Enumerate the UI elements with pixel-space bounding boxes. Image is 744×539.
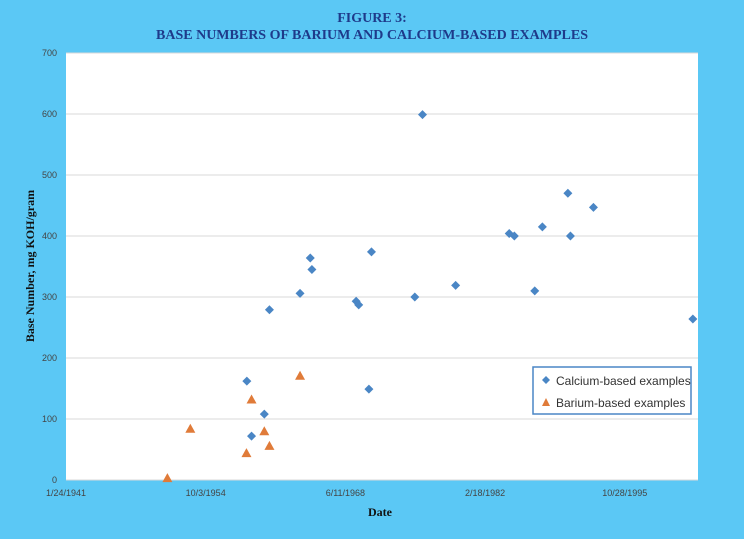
y-tick-label: 100: [42, 414, 57, 424]
legend-barium-label: Barium-based examples: [556, 396, 685, 410]
calcium-point: [417, 110, 427, 120]
barium-point: [295, 370, 306, 380]
calcium-point: [264, 305, 274, 315]
barium-point: [246, 394, 257, 404]
barium-point: [162, 473, 173, 483]
barium-point: [185, 423, 196, 433]
y-tick-label: 200: [42, 353, 57, 363]
y-tick-label: 400: [42, 231, 57, 241]
barium-point: [264, 440, 275, 450]
calcium-point: [588, 202, 598, 212]
calcium-point: [295, 288, 305, 298]
calcium-point: [563, 188, 573, 198]
calcium-point: [537, 222, 547, 232]
x-tick-labels: 1/24/1941 10/3/1954 6/11/1968 2/18/1982 10/2…: [46, 488, 647, 498]
x-tick-label: 10/28/1995: [602, 488, 647, 498]
y-tick-labels: 0 100 200 300 400 500 600 700: [42, 48, 57, 485]
calcium-point: [509, 231, 519, 241]
data-points: [162, 110, 698, 483]
x-tick-label: 2/18/1982: [465, 488, 505, 498]
barium-point: [259, 426, 270, 436]
y-axis-title: Base Number, mg KOH/gram: [23, 190, 37, 342]
x-tick-label: 6/11/1968: [326, 488, 365, 498]
y-tick-label: 0: [52, 475, 57, 485]
legend: Calcium-based examples Barium-based exam…: [532, 366, 692, 415]
calcium-point: [305, 253, 315, 263]
legend-calcium-marker: [542, 376, 550, 384]
y-tick-label: 500: [42, 170, 57, 180]
barium-point: [241, 448, 252, 458]
calcium-point: [530, 286, 540, 296]
calcium-point: [307, 265, 317, 275]
legend-box: [532, 366, 692, 415]
grid-lines: [66, 52, 698, 481]
calcium-point: [242, 376, 252, 386]
calcium-point: [565, 231, 575, 241]
calcium-point: [451, 280, 461, 290]
calcium-point: [504, 229, 514, 239]
x-tick-label: 1/24/1941: [46, 488, 86, 498]
calcium-point: [364, 384, 374, 394]
chart-title-line1: FIGURE 3:: [337, 11, 407, 26]
calcium-point: [354, 300, 364, 310]
y-tick-label: 300: [42, 292, 57, 302]
calcium-point: [247, 431, 257, 441]
y-tick-label: 600: [42, 109, 57, 119]
calcium-point: [410, 292, 420, 302]
y-tick-label: 700: [42, 48, 57, 58]
x-axis-title: Date: [368, 505, 393, 519]
chart-title-line2: BASE NUMBERS OF BARIUM AND CALCIUM-BASED…: [156, 28, 588, 43]
calcium-point: [688, 314, 698, 324]
calcium-point: [366, 247, 376, 257]
calcium-point: [259, 409, 269, 419]
x-tick-label: 10/3/1954: [186, 488, 226, 498]
legend-calcium-label: Calcium-based examples: [556, 374, 691, 388]
plot-area: [66, 53, 698, 480]
legend-barium-marker: [542, 398, 550, 406]
